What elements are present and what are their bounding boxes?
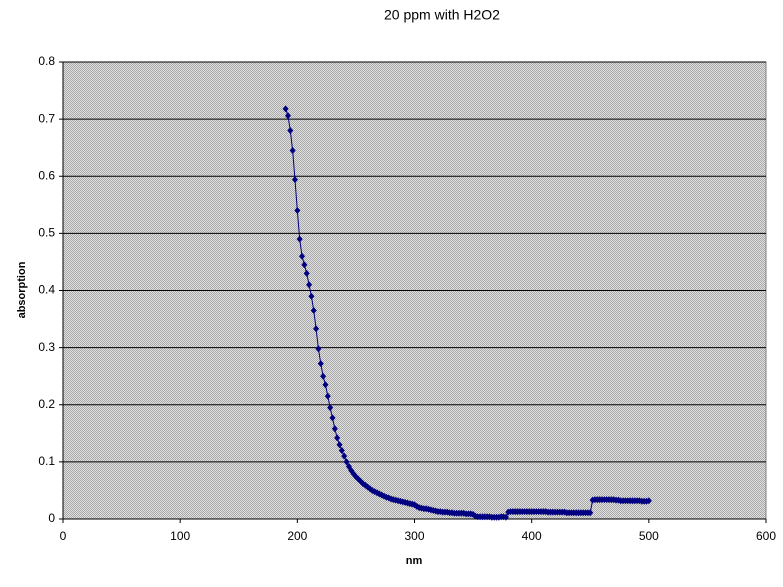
x-tick-label: 400	[522, 529, 542, 543]
point	[502, 513, 509, 521]
point	[287, 127, 294, 135]
y-tick-label: 0.6	[38, 168, 55, 182]
point	[331, 425, 338, 433]
x-axis-label: nm	[406, 555, 423, 567]
point	[313, 325, 320, 333]
point	[587, 509, 594, 517]
point	[324, 392, 331, 400]
point	[320, 372, 327, 380]
y-tick-label: 0.3	[38, 340, 55, 354]
x-tick-label: 200	[287, 529, 307, 543]
y-tick-label: 0.8	[38, 54, 55, 68]
point	[322, 381, 329, 389]
y-tick-label: 0	[48, 511, 55, 525]
y-tick-label: 0.4	[38, 283, 55, 297]
point	[310, 306, 317, 314]
point	[341, 452, 348, 460]
y-tick-label: 0.5	[38, 226, 55, 240]
point	[336, 441, 343, 449]
point	[291, 176, 298, 184]
point	[289, 147, 296, 155]
point	[308, 292, 315, 300]
point	[329, 414, 336, 422]
point	[315, 345, 322, 353]
y-tick-label: 0.7	[38, 111, 55, 125]
x-tick-label: 500	[639, 529, 659, 543]
x-tick-label: 100	[170, 529, 190, 543]
point	[284, 112, 291, 120]
point	[334, 434, 341, 442]
point	[306, 281, 313, 289]
point	[303, 269, 310, 277]
point	[645, 497, 652, 505]
y-tick-label: 0.1	[38, 454, 55, 468]
point	[294, 207, 301, 215]
y-tick-label: 0.2	[38, 397, 55, 411]
point	[299, 252, 306, 260]
point	[338, 446, 345, 454]
x-tick-label: 600	[756, 529, 776, 543]
x-tick-label: 0	[60, 529, 67, 543]
point	[301, 261, 308, 269]
point	[327, 404, 334, 412]
point	[343, 458, 350, 466]
point	[317, 360, 324, 368]
point	[282, 105, 289, 113]
point	[296, 235, 303, 243]
x-tick-label: 300	[404, 529, 424, 543]
chart-title: 20 ppm with H2O2	[384, 7, 500, 23]
y-axis-label: absorption	[16, 261, 28, 318]
